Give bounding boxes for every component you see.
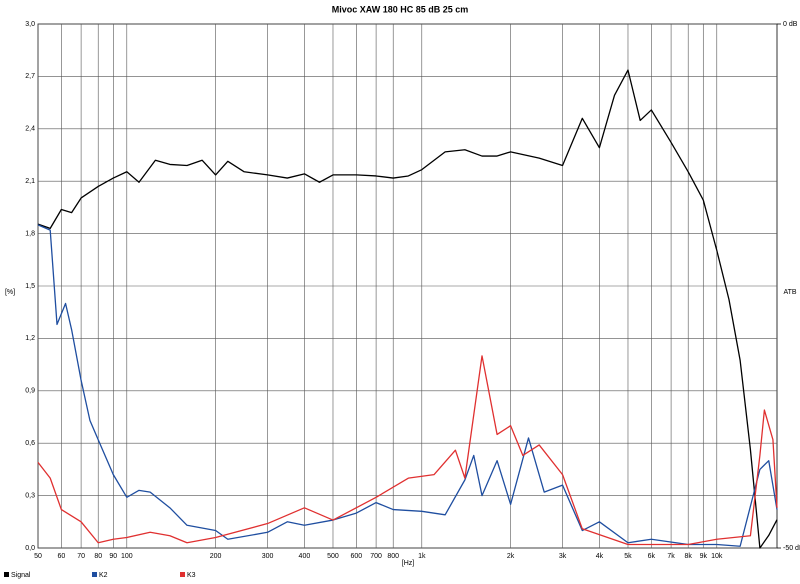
y-tick-label: 0,0 <box>25 545 35 552</box>
y-axis-label: [%] <box>5 289 15 296</box>
x-tick-label: 4k <box>596 553 604 560</box>
x-tick-label: 80 <box>94 553 102 560</box>
legend-swatch <box>4 572 9 577</box>
y-tick-label: 1,5 <box>25 283 35 290</box>
x-tick-label: 8k <box>684 553 692 560</box>
x-tick-label: 70 <box>77 553 85 560</box>
series-line <box>37 355 778 546</box>
y-tick-label: 0,6 <box>25 440 35 447</box>
y2-tick-label: 0 dB <box>783 21 798 28</box>
x-tick-label: 50 <box>34 553 42 560</box>
y2-axis-label: ATB <box>783 289 796 296</box>
x-tick-label: 3k <box>559 553 567 560</box>
legend-label: Signal <box>11 572 31 579</box>
x-tick-label: 2k <box>507 553 515 560</box>
x-tick-label: 200 <box>210 553 222 560</box>
y-tick-label: 1,8 <box>25 230 35 237</box>
x-tick-label: 700 <box>370 553 382 560</box>
series-line <box>37 224 778 547</box>
y-tick-label: 3,0 <box>25 21 35 28</box>
y-tick-label: 0,3 <box>25 492 35 499</box>
x-tick-label: 6k <box>648 553 656 560</box>
x-axis-label: [Hz] <box>402 560 415 567</box>
x-tick-label: 60 <box>57 553 65 560</box>
x-tick-label: 600 <box>351 553 363 560</box>
x-tick-label: 400 <box>299 553 311 560</box>
legend-swatch <box>180 572 185 577</box>
y-tick-label: 2,7 <box>25 73 35 80</box>
x-tick-label: 7k <box>667 553 675 560</box>
legend-label: K2 <box>99 572 108 579</box>
y-tick-label: 2,1 <box>25 178 35 185</box>
x-tick-label: 800 <box>387 553 399 560</box>
y-tick-label: 0,9 <box>25 388 35 395</box>
x-tick-label: 10k <box>711 553 723 560</box>
x-tick-label: 9k <box>700 553 708 560</box>
x-tick-label: 300 <box>262 553 274 560</box>
x-tick-label: 5k <box>624 553 632 560</box>
y2-tick-label: -50 dB <box>783 545 800 552</box>
chart-title: Mivoc XAW 180 HC 85 dB 25 cm <box>332 4 469 14</box>
y-tick-label: 1,2 <box>25 335 35 342</box>
x-tick-label: 1k <box>418 553 426 560</box>
legend-swatch <box>92 572 97 577</box>
y-tick-label: 2,4 <box>25 126 35 133</box>
legend-label: K3 <box>187 572 196 579</box>
x-tick-label: 90 <box>109 553 117 560</box>
x-tick-label: 500 <box>327 553 339 560</box>
x-tick-label: 100 <box>121 553 133 560</box>
series-line <box>37 69 778 549</box>
